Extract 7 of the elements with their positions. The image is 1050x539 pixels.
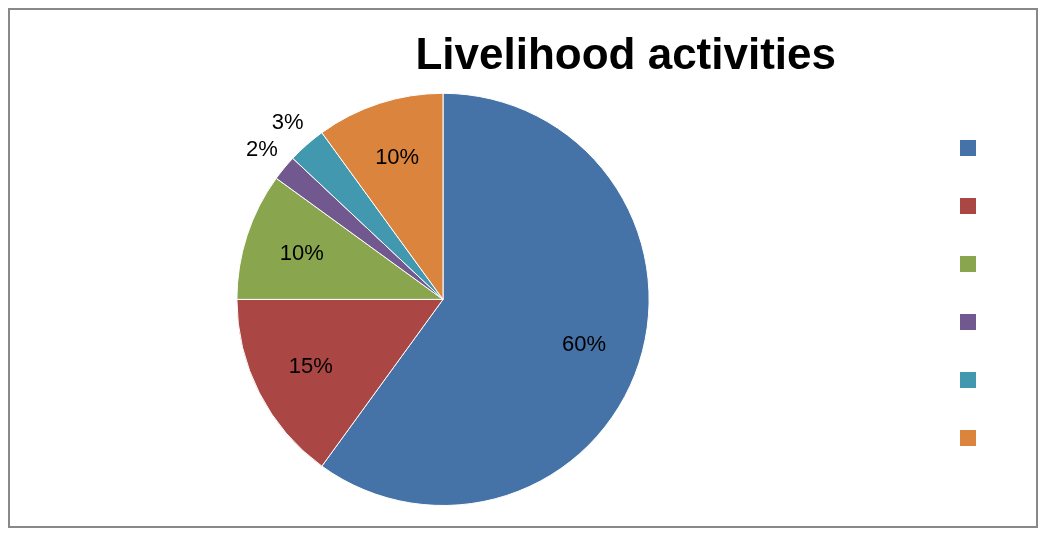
- data-label: 3%: [271, 109, 304, 135]
- data-label: 10%: [279, 239, 324, 265]
- data-label: 2%: [246, 135, 278, 161]
- data-label: 15%: [288, 352, 333, 378]
- chart-title: Livelihood activities: [415, 28, 836, 78]
- data-label: 10%: [375, 144, 420, 170]
- data-label: 60%: [562, 331, 607, 357]
